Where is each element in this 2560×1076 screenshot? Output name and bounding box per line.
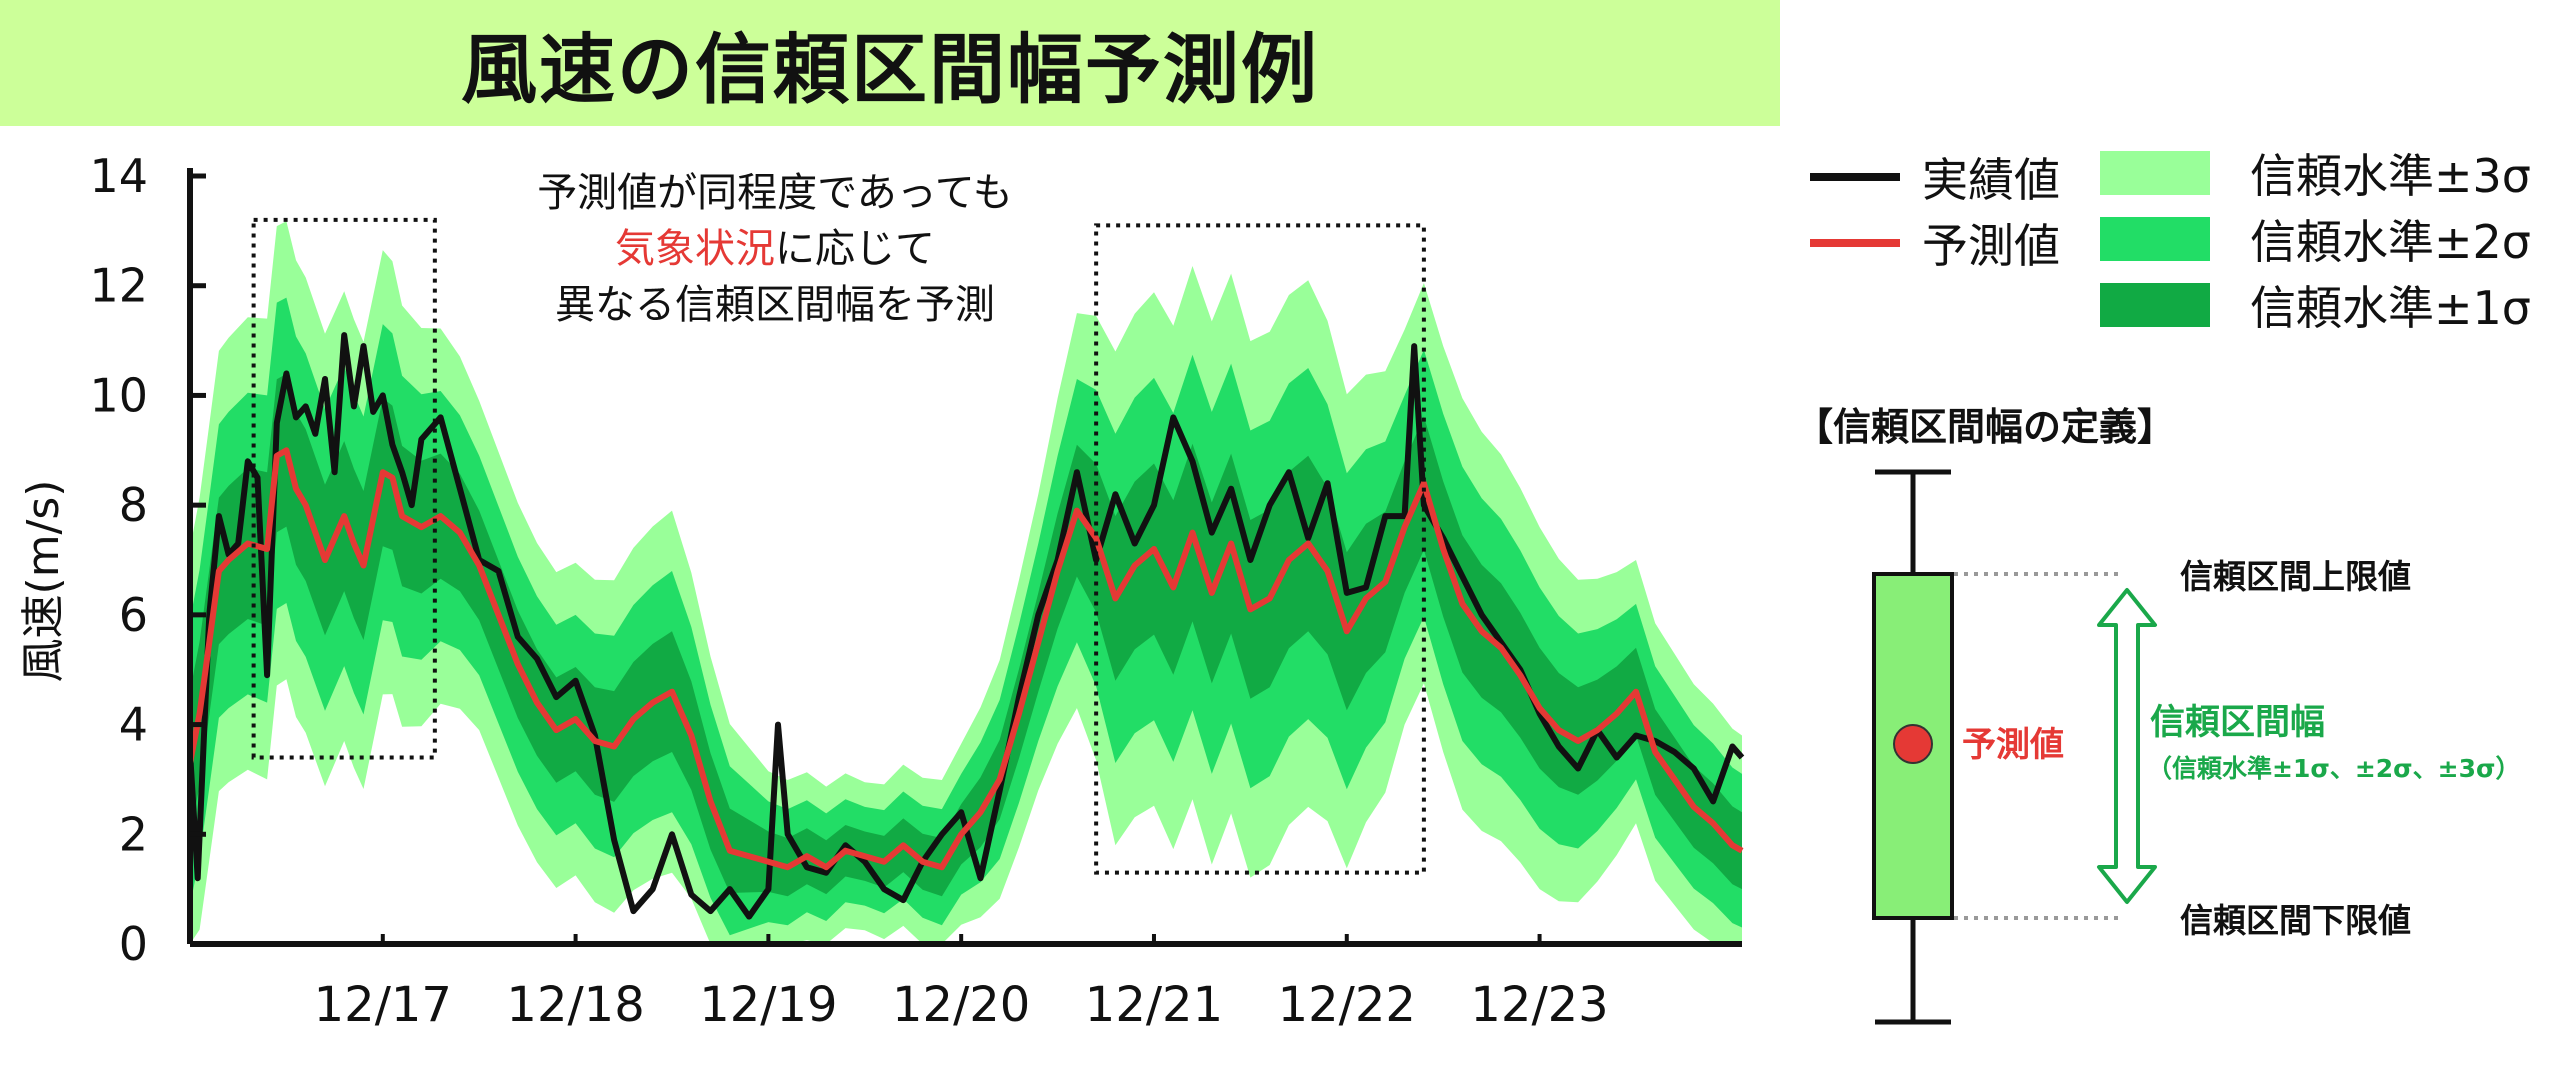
forecast-point-icon: [1893, 724, 1933, 764]
legend-actual-label: 実績値: [1922, 153, 2060, 207]
x-tick-label: 12/22: [1278, 977, 1416, 1033]
legend-band1-label: 信頼水準±1σ: [2250, 281, 2531, 335]
y-tick-label: 8: [119, 478, 148, 532]
y-tick-label: 4: [119, 698, 148, 752]
annotation-line2: 気象状況に応じて: [615, 226, 935, 272]
confidence-bands: [190, 221, 1742, 945]
forecast-series-line: [187, 447, 1744, 871]
legend-actual: 実績値: [1810, 144, 2060, 210]
legend-band1: 信頼水準±1σ: [2100, 272, 2531, 338]
series-lines: [187, 332, 1745, 920]
interval-width-label: 信頼区間幅: [2150, 703, 2325, 743]
interval-width-sub: （信頼水準±1σ、±2σ、±3σ）: [2147, 754, 2520, 783]
legend-band2-label: 信頼水準±2σ: [2250, 215, 2531, 269]
legend-forecast: 予測値: [1810, 210, 2060, 276]
lower-limit-label: 信頼区間下限値: [2180, 901, 2411, 940]
legend-band3: 信頼水準±3σ: [2100, 140, 2531, 206]
double-arrow-icon: [2097, 588, 2157, 904]
band-sigma-2: [190, 297, 1742, 936]
legend-band2: 信頼水準±2σ: [2100, 206, 2531, 272]
y-tick-label: 14: [89, 149, 148, 203]
y-tick-label: 0: [119, 917, 148, 971]
annotation-line1: 予測値が同程度であっても: [537, 170, 1013, 216]
upper-limit-label: 信頼区間上限値: [2180, 557, 2411, 596]
page-title: 風速の信頼区間幅予測例: [461, 25, 1319, 114]
x-tick-label: 12/21: [1085, 977, 1223, 1033]
axes: 0 2 4 6 8 10 12 14 12/17 12/18 12/19 12/20 12/21 12/2…: [89, 149, 1742, 1033]
y-tick-label: 6: [119, 588, 148, 642]
y-tick-label: 10: [89, 368, 148, 422]
definition-title: 【信頼区間幅の定義】: [1795, 405, 2176, 449]
legend-actual-swatch: [1810, 173, 1900, 181]
y-axis-label: 風速(m/s): [18, 480, 69, 683]
forecast-point-label: 予測値: [1962, 725, 2064, 765]
highlight-boxes: [251, 217, 1426, 875]
x-tick-label: 12/20: [892, 977, 1030, 1033]
highlight-box-2: [1094, 223, 1426, 875]
band-sigma-1: [190, 373, 1742, 897]
highlight-box-1: [251, 217, 437, 760]
annotation-highlight: 気象状況: [615, 226, 775, 272]
legend-band3-swatch: [2100, 151, 2210, 195]
legend: 実績値 予測値 信頼水準±3σ 信頼水準±2σ 信頼水準±1σ: [1810, 134, 2550, 335]
annotation-line3: 異なる信頼区間幅を予測: [555, 282, 995, 328]
x-tick-label: 12/19: [699, 977, 837, 1033]
y-tick-label: 12: [89, 259, 148, 313]
legend-band3-label: 信頼水準±3σ: [2250, 149, 2531, 203]
legend-forecast-swatch: [1810, 239, 1900, 247]
legend-band2-swatch: [2100, 217, 2210, 261]
title-banner: 風速の信頼区間幅予測例: [0, 0, 1780, 126]
y-tick-label: 2: [119, 807, 148, 861]
annotation: 予測値が同程度であっても 気象状況に応じて 異なる信頼区間幅を予測: [537, 170, 1013, 328]
annotation-line2-rest: に応じて: [775, 226, 935, 272]
x-tick-label: 12/18: [506, 977, 644, 1033]
legend-band1-swatch: [2100, 283, 2210, 327]
legend-forecast-label: 予測値: [1922, 219, 2060, 273]
x-tick-label: 12/17: [314, 977, 452, 1033]
wind-speed-chart: 0 2 4 6 8 10 12 14 12/17 12/18 12/19 12/20 12/21 12/2…: [18, 149, 1745, 1033]
x-tick-label: 12/23: [1470, 977, 1608, 1033]
definition-diagram: 信頼区間上限値 信頼区間下限値 予測値 信頼区間幅 （信頼水準±1σ、±2σ、±…: [1872, 469, 2520, 1025]
